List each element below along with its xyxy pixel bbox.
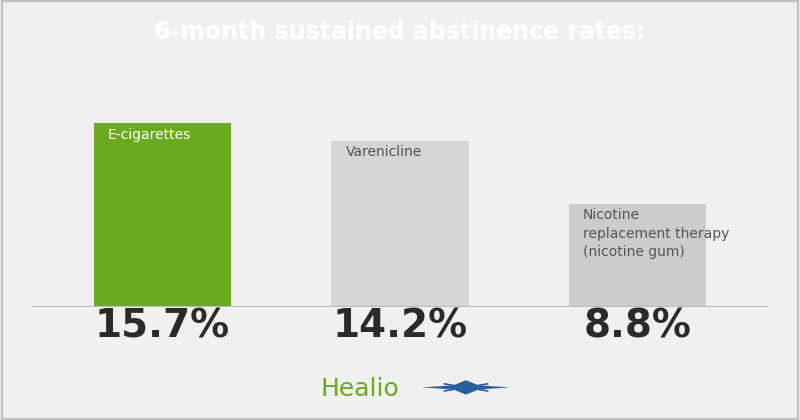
Text: 14.2%: 14.2% — [333, 307, 467, 345]
Text: 8.8%: 8.8% — [583, 307, 691, 345]
Text: E-cigarettes: E-cigarettes — [108, 128, 191, 142]
Text: Healio: Healio — [321, 376, 399, 401]
Bar — [569, 204, 706, 307]
Bar — [94, 123, 231, 307]
Text: Varenicline: Varenicline — [346, 145, 422, 159]
Polygon shape — [422, 380, 510, 395]
Text: 6-month sustained abstinence rates:: 6-month sustained abstinence rates: — [154, 20, 646, 44]
Text: 15.7%: 15.7% — [95, 307, 230, 345]
Bar — [331, 141, 469, 307]
Text: Nicotine
replacement therapy
(nicotine gum): Nicotine replacement therapy (nicotine g… — [583, 208, 729, 259]
